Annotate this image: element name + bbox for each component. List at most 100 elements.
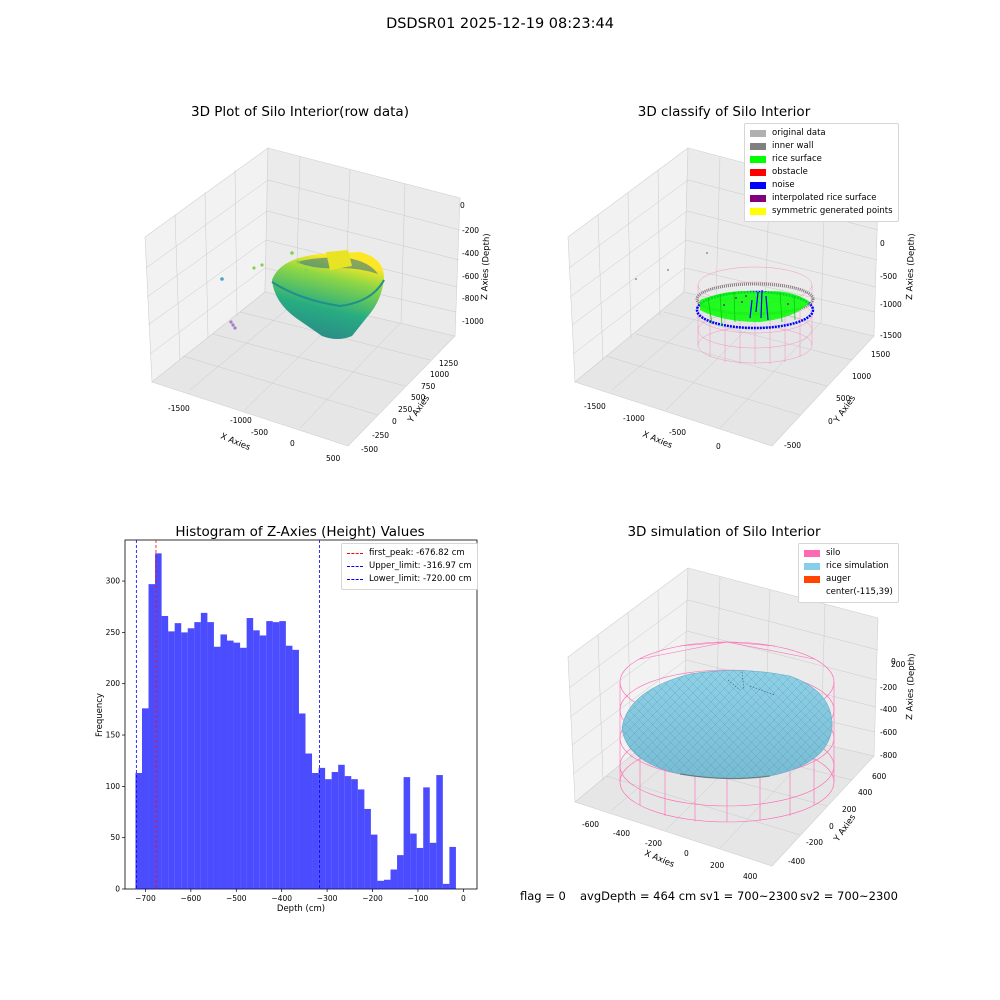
- histogram-x-label: Depth (cm): [277, 904, 325, 914]
- flag-text: flag = 0: [520, 889, 566, 903]
- histogram-bar: [213, 646, 221, 889]
- histogram-bar: [168, 631, 175, 889]
- histogram-bar: [253, 630, 260, 889]
- histogram-x-tick-label: −200: [362, 894, 383, 903]
- classify-plot-title: 3D classify of Silo Interior: [637, 104, 811, 120]
- simulation-y-tick: 200: [842, 805, 857, 814]
- histogram-bar: [200, 612, 208, 889]
- histogram-bar: [155, 553, 162, 889]
- histogram-bar: [246, 618, 254, 889]
- classify-z-tick: -1000: [880, 300, 902, 309]
- raw-y-tick: -500: [361, 445, 378, 454]
- raw-y-tick: 0: [392, 417, 397, 426]
- histogram-bar: [141, 708, 149, 889]
- histogram-bar: [449, 846, 456, 889]
- legend-label: interpolated rice surface: [772, 193, 877, 203]
- histogram-bar: [135, 773, 142, 889]
- histogram-x-tick-label: −700: [135, 894, 156, 903]
- simulation-y-tick: 0: [829, 822, 834, 831]
- histogram-y-label: Frequency: [95, 693, 105, 737]
- histogram-y-tick-label: 300: [106, 577, 121, 586]
- histogram-bar: [292, 649, 299, 889]
- histogram-y-ticks: 0 50 100 150 200 250 300: [106, 577, 125, 894]
- histogram-y-tick-label: 250: [106, 628, 121, 637]
- histogram-bar: [272, 622, 280, 889]
- classify-y-tick: 1000: [852, 372, 871, 381]
- simulation-z-tick: -400: [880, 705, 897, 714]
- raw-x-tick: -1000: [230, 416, 252, 425]
- classify-y-tick: 0: [828, 417, 833, 426]
- histogram-bar: [416, 847, 424, 889]
- histogram-bar: [325, 779, 332, 889]
- histogram-y-tick-label: 200: [106, 679, 121, 688]
- histogram-bar: [403, 777, 411, 889]
- raw-y-tick: 1000: [430, 370, 449, 379]
- legend-label: noise: [772, 180, 795, 190]
- raw-x-tick: -1500: [168, 404, 190, 413]
- simulation-x-tick: 200: [710, 861, 725, 870]
- legend-line: [347, 566, 363, 567]
- classify-z-tick: 0: [880, 239, 885, 248]
- histogram-bar: [436, 775, 443, 889]
- legend-swatch: [804, 589, 820, 596]
- raw-z-tick: 0: [460, 201, 465, 210]
- raw-plot-title: 3D Plot of Silo Interior(row data): [191, 104, 409, 120]
- legend-label: auger: [826, 574, 851, 584]
- legend-swatch: [750, 182, 766, 189]
- histogram-x-tick-label: −600: [181, 894, 202, 903]
- classify-legend: original data inner wall rice surface ob…: [744, 123, 899, 222]
- simulation-y-tick: 400: [858, 788, 873, 797]
- legend-label: inner wall: [772, 141, 814, 151]
- legend-label: rice surface: [772, 154, 822, 164]
- raw-y-tick: 750: [421, 382, 436, 391]
- raw-y-tick: 500: [411, 393, 426, 402]
- legend-line: [347, 553, 363, 554]
- histogram-bar: [312, 773, 319, 889]
- raw-z-tick: -800: [462, 294, 479, 303]
- histogram-bar: [318, 767, 326, 889]
- raw-x-label: X Axies: [219, 432, 252, 454]
- simulation-3d-plot: 200 0 -200 -400 -600 -800 -600 -400 -200…: [567, 567, 917, 881]
- histogram-bar: [370, 834, 378, 889]
- simulation-x-tick: -200: [645, 839, 662, 848]
- simulation-x-tick: -400: [613, 829, 630, 838]
- classify-x-tick: -1000: [623, 414, 645, 423]
- histogram-bar: [279, 621, 286, 889]
- simulation-x-tick: -600: [582, 820, 599, 829]
- legend-label: symmetric generated points: [772, 206, 893, 216]
- histogram-bar: [298, 713, 306, 889]
- histogram-x-tick-label: 0: [461, 894, 466, 903]
- legend-label: Lower_limit: -720.00 cm: [369, 574, 472, 584]
- histogram-bar: [305, 753, 313, 889]
- histogram-bar: [220, 634, 228, 889]
- raw-y-tick: -250: [372, 431, 389, 440]
- histogram-y-tick-label: 150: [106, 731, 121, 740]
- histogram-bar: [161, 615, 169, 889]
- histogram-bar: [174, 623, 182, 889]
- raw-3d-plot: 0 -200 -400 -600 -800 -1000 -1500 -1000 …: [144, 147, 492, 463]
- legend-label: Upper_limit: -316.97 cm: [369, 561, 472, 571]
- simulation-y-tick: -200: [806, 838, 823, 847]
- raw-z-tick: -200: [462, 226, 479, 235]
- raw-x-tick: -500: [251, 428, 268, 437]
- classify-x-tick: -1500: [584, 402, 606, 411]
- simulation-z-tick: -800: [880, 751, 897, 760]
- legend-label: original data: [772, 128, 826, 138]
- histogram-bar: [377, 880, 384, 889]
- histogram-reference-lines: [135, 540, 320, 889]
- histogram-bar: [233, 642, 241, 889]
- histogram-bar: [338, 764, 345, 889]
- simulation-x-tick: 400: [743, 872, 758, 881]
- histogram-bar: [357, 789, 365, 889]
- legend-swatch: [750, 208, 766, 215]
- legend-label: silo: [826, 548, 841, 558]
- histogram-x-ticks: −700 −600 −500 −400 −300 −200 −100 0: [135, 889, 466, 903]
- raw-y-tick: 1250: [439, 359, 458, 368]
- simulation-legend: silo rice simulation auger center(-115,3…: [798, 543, 899, 603]
- legend-swatch: [750, 130, 766, 137]
- histogram-legend: first_peak: -676.82 cm Upper_limit: -316…: [341, 543, 478, 590]
- legend-swatch: [750, 156, 766, 163]
- classify-z-tick: -1500: [880, 331, 902, 340]
- histogram-x-tick-label: −500: [226, 894, 247, 903]
